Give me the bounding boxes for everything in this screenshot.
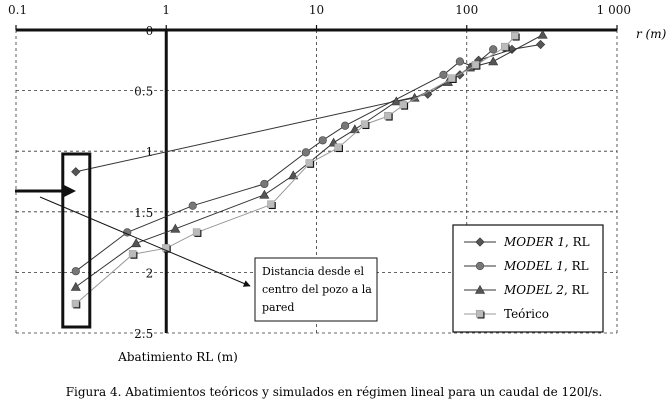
series-3-point-1 xyxy=(128,250,138,259)
y-axis-title: Abatimiento RL (m) xyxy=(117,350,238,364)
series-3-point-9 xyxy=(399,101,409,110)
series-1-point-2 xyxy=(188,201,197,210)
series-1-point-4 xyxy=(301,148,310,157)
series-layer xyxy=(70,29,548,309)
series-3-point-4-face xyxy=(267,200,275,208)
series-1-point-5 xyxy=(318,136,327,145)
legend-entry-2: MODEL 2, RL xyxy=(464,283,589,297)
series-3-point-12 xyxy=(501,42,510,52)
series-2-point-4 xyxy=(288,170,299,180)
annotation-line-2: centro del pozo a la xyxy=(262,283,372,296)
series-3-point-8 xyxy=(384,112,393,121)
series-2-point-7 xyxy=(391,96,402,106)
series-3-point-7 xyxy=(360,120,370,130)
series-3-point-12-face xyxy=(501,42,509,51)
legend-entry-3: Teórico xyxy=(464,307,549,321)
legend-marker-3-face xyxy=(475,309,484,318)
series-3-point-9-face xyxy=(399,101,408,109)
y-tick-label-4: 2 xyxy=(146,266,154,280)
x-tick-label-1: 1 xyxy=(162,3,170,17)
series-3-point-11 xyxy=(471,61,481,70)
series-1-point-7 xyxy=(439,70,448,79)
y-tick-label-2: 1 xyxy=(146,145,154,159)
series-3-point-6-face xyxy=(334,143,342,152)
axes xyxy=(15,25,618,333)
series-2-point-12 xyxy=(537,29,548,39)
y-tick-label-0: 0 xyxy=(146,24,154,38)
legend-label-1: MODEL 1, RL xyxy=(503,259,589,273)
series-3-point-1-face xyxy=(128,250,137,258)
legend-entry-0: MODER 1, RL xyxy=(464,235,590,249)
series-2-point-2 xyxy=(170,223,181,233)
wall-highlight-rect xyxy=(61,152,92,329)
series-1-point-6 xyxy=(340,121,350,130)
series-1-line xyxy=(75,49,494,272)
y-tick-label-5: 2.5 xyxy=(134,327,153,341)
legend-marker-1 xyxy=(475,261,485,271)
series-3-point-2-face xyxy=(162,244,170,252)
x-tick-label-3: 100 xyxy=(455,3,478,17)
legend-entry-1: MODEL 1, RL xyxy=(464,259,589,273)
series-3-point-7-face xyxy=(360,120,369,128)
wall-arrow xyxy=(15,184,76,198)
series-3-point-4 xyxy=(267,200,276,210)
x-tick-label-2: 10 xyxy=(309,3,324,17)
series-3-point-10-face xyxy=(448,74,456,82)
y-tick-label-3: 1.5 xyxy=(134,206,153,220)
series-3-point-8-face xyxy=(384,112,392,120)
series-1-point-3 xyxy=(260,179,269,189)
series-0-point-5 xyxy=(535,39,546,50)
annotation-arrow xyxy=(39,196,251,287)
series-1-point-10 xyxy=(489,45,498,54)
series-2-point-1 xyxy=(131,238,142,248)
legend-marker-3 xyxy=(475,309,485,319)
annotation: Distancia desde el centro del pozo a la … xyxy=(39,196,378,322)
legend-label-3: Teórico xyxy=(504,307,549,321)
series-3-point-3-face xyxy=(192,228,201,236)
figure-caption: Figura 4. Abatimientos teóricos y simula… xyxy=(66,385,603,399)
legend-marker-0 xyxy=(475,237,485,247)
legend-marker-2 xyxy=(474,284,486,294)
series-1-point-8 xyxy=(455,57,464,66)
x-tick-label-0: 0.1 xyxy=(8,3,27,17)
y-tick-label-1: 0.5 xyxy=(134,85,153,99)
legend-label-2: MODEL 2, RL xyxy=(503,283,589,297)
series-3-point-13 xyxy=(511,32,520,41)
series-3-point-11-face xyxy=(471,61,480,69)
series-2-point-0 xyxy=(70,281,81,291)
x-tick-label-4: 1 000 xyxy=(597,3,631,17)
series-1 xyxy=(71,45,498,276)
annotation-box xyxy=(254,257,378,322)
series-3-point-13-face xyxy=(511,32,519,40)
series-3-point-5-face xyxy=(305,159,314,167)
series-2 xyxy=(70,29,548,291)
series-3-point-6 xyxy=(334,143,343,153)
series-2-point-6 xyxy=(349,124,360,134)
annotation-line-1: Distancia desde el xyxy=(262,265,365,278)
series-0-point-2 xyxy=(455,70,465,80)
series-3-point-3 xyxy=(192,228,202,237)
series-3-point-10 xyxy=(448,74,457,83)
series-2-point-11 xyxy=(488,56,499,66)
annotation-line-3: pared xyxy=(262,301,294,314)
series-2-point-3 xyxy=(259,189,270,199)
series-3-point-5 xyxy=(305,159,315,168)
series-3-point-0-face xyxy=(71,299,80,308)
legend: MODER 1, RL MODEL 1, RL MODEL 2, RL Teórico xyxy=(452,224,604,333)
series-3-point-2 xyxy=(162,244,171,253)
x-tick-labels: 0.1 1 10 100 1 000 xyxy=(8,3,631,17)
series-0-point-0 xyxy=(71,167,81,177)
highlight-box xyxy=(61,152,92,329)
x-axis-title: r (m) xyxy=(636,27,667,41)
series-1-point-0 xyxy=(71,267,80,276)
legend-label-0: MODER 1, RL xyxy=(503,235,590,249)
series-3-point-0 xyxy=(71,299,81,309)
y-tick-labels: 0 0.5 1 1.5 2 2.5 xyxy=(134,24,153,341)
series-3 xyxy=(71,32,520,309)
